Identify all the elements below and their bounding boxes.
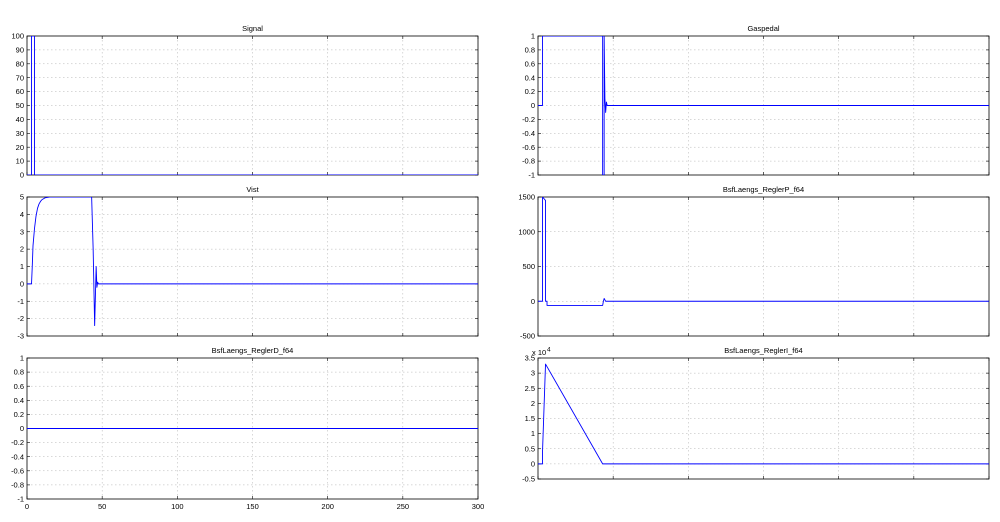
y-tick-label: 1 (531, 429, 535, 438)
y-tick-label: 70 (16, 73, 24, 82)
y-tick-label: 1 (531, 32, 535, 41)
plot-panel: -500 0 500 1000 1500 BsfLaengs_ReglerP_f64 (518, 185, 990, 341)
plot-title: BsfLaengs_ReglerP_f64 (723, 185, 804, 194)
y-tick-label: 0 (20, 171, 24, 180)
y-tick-label: 0.8 (14, 368, 24, 377)
x-tick-label: 150 (246, 502, 259, 511)
y-tick-label: -1 (17, 495, 24, 504)
y-tick-label: -0.5 (522, 475, 535, 484)
y-tick-label: 50 (16, 101, 24, 110)
y-tick-label: -0.4 (522, 129, 535, 138)
y-multiplier-label: x 10 (532, 348, 546, 357)
y-tick-label: 3.5 (525, 354, 535, 363)
x-tick-label: 0 (25, 502, 29, 511)
y-tick-label: -0.2 (522, 115, 535, 124)
y-tick-label: 0 (20, 279, 24, 288)
y-tick-label: 40 (16, 115, 24, 124)
y-tick-label: -0.6 (522, 143, 535, 152)
series-line (538, 197, 989, 306)
x-tick-label: 50 (98, 502, 106, 511)
y-tick-label: 0.6 (14, 382, 24, 391)
y-tick-label: 0.5 (525, 444, 535, 453)
y-tick-label: 1 (20, 354, 24, 363)
y-tick-label: 20 (16, 143, 24, 152)
y-tick-label: -2 (17, 314, 24, 323)
y-tick-label: 0.8 (525, 46, 535, 55)
plot-title: BsfLaengs_ReglerI_f64 (724, 346, 802, 355)
y-tick-label: 0 (531, 101, 535, 110)
y-tick-label: -1 (17, 297, 24, 306)
y-tick-label: 4 (20, 210, 24, 219)
y-tick-label: 60 (16, 87, 24, 96)
y-tick-label: -0.2 (11, 438, 24, 447)
y-tick-label: 3 (20, 227, 24, 236)
y-tick-label: 80 (16, 59, 24, 68)
y-tick-label: 0.2 (14, 410, 24, 419)
x-tick-label: 250 (397, 502, 410, 511)
y-tick-label: 90 (16, 46, 24, 55)
y-tick-label: 1.5 (525, 414, 535, 423)
plot-title: Gaspedal (747, 24, 779, 33)
y-tick-label: -1 (528, 171, 535, 180)
y-tick-label: 2.5 (525, 384, 535, 393)
y-tick-label: 0 (531, 297, 535, 306)
y-tick-label: 3 (531, 369, 535, 378)
y-tick-label: 0.4 (525, 73, 535, 82)
y-tick-label: 100 (11, 32, 24, 41)
y-tick-label: 0 (531, 459, 535, 468)
plot-panel: -1 -0.8 -0.6 -0.4 -0.2 0 0.2 0.4 0.6 0.8 1 Gaspedal (522, 24, 990, 180)
series-line (27, 197, 478, 327)
y-tick-label: 5 (20, 193, 24, 202)
plot-title: Vist (246, 185, 259, 194)
y-tick-label: 1000 (518, 227, 535, 236)
y-tick-label: 0.2 (525, 87, 535, 96)
y-tick-label: -0.6 (11, 466, 24, 475)
y-tick-label: 2 (20, 245, 24, 254)
y-tick-label: -0.4 (11, 452, 24, 461)
series-line (538, 363, 989, 465)
y-tick-label: 500 (522, 262, 535, 271)
y-tick-label: 1 (20, 262, 24, 271)
plot-panel: -3 -2 -1 0 1 2 3 4 5 Vist (17, 185, 479, 341)
y-tick-label: -500 (520, 332, 535, 341)
y-tick-label: -0.8 (11, 481, 24, 490)
series-line (538, 36, 989, 175)
y-tick-label: -3 (17, 332, 24, 341)
plot-panel: 0 10 20 30 40 50 60 70 80 90 100 Signal (11, 24, 479, 180)
y-tick-label: 0.4 (14, 396, 24, 405)
y-tick-label: -0.8 (522, 157, 535, 166)
plot-title: BsfLaengs_ReglerD_f64 (212, 346, 294, 355)
plot-title: Signal (242, 24, 263, 33)
x-tick-label: 100 (171, 502, 184, 511)
plot-panel: -1 -0.8 -0.6 -0.4 -0.2 0 0.2 0.4 0.6 0.8 1 0 50 100 15… (11, 346, 484, 511)
plot-panel: -0.5 0 0.5 1 1.5 2 2.5 3 3.5x 10 4 BsfLaengs_Regle… (522, 346, 990, 484)
x-tick-label: 300 (472, 502, 485, 511)
x-tick-label: 200 (321, 502, 334, 511)
y-tick-label: 10 (16, 157, 24, 166)
y-tick-label: 2 (531, 399, 535, 408)
y-tick-label: 1500 (518, 193, 535, 202)
y-exponent-label: 4 (547, 347, 551, 354)
y-tick-label: 0.6 (525, 59, 535, 68)
y-tick-label: 0 (20, 424, 24, 433)
y-tick-label: 30 (16, 129, 24, 138)
